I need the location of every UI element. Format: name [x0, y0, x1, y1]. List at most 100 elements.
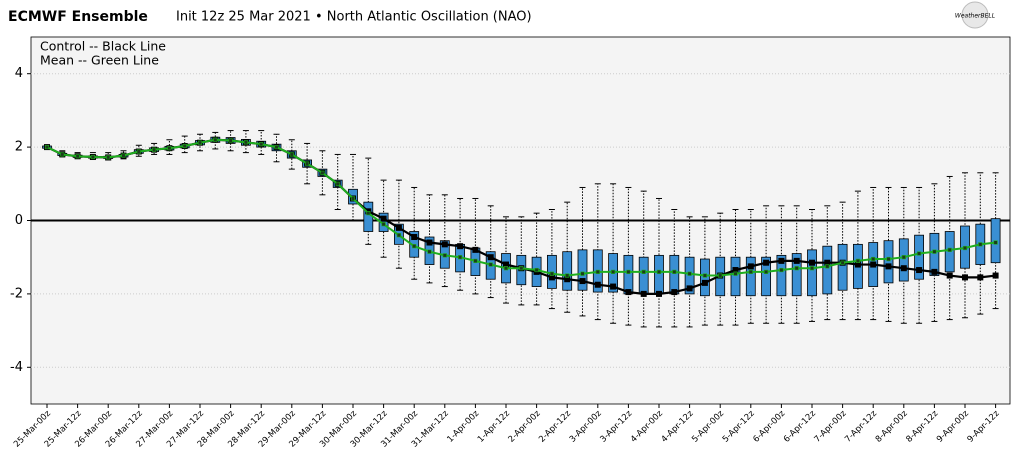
y-tick-label: -2	[10, 286, 23, 301]
series-marker	[564, 276, 571, 283]
series-marker	[228, 138, 233, 143]
series-marker	[44, 145, 50, 150]
series-marker	[992, 272, 999, 279]
series-marker	[825, 264, 830, 269]
series-marker	[886, 256, 891, 262]
series-marker	[350, 196, 356, 201]
series-marker	[932, 249, 937, 254]
box	[898, 238, 909, 282]
box	[776, 254, 787, 297]
series-marker	[748, 269, 753, 274]
series-marker	[60, 152, 65, 157]
series-marker	[962, 274, 968, 281]
series-marker	[320, 170, 325, 175]
series-marker	[274, 145, 279, 150]
series-marker	[182, 143, 187, 149]
series-marker	[534, 267, 539, 273]
series-marker	[701, 279, 708, 286]
series-marker	[809, 259, 815, 266]
series-marker	[641, 269, 646, 274]
series-marker	[579, 278, 586, 285]
series-marker	[778, 257, 785, 264]
series-marker	[687, 271, 692, 276]
series-marker	[931, 268, 938, 275]
box	[638, 256, 649, 295]
series-marker	[794, 266, 799, 271]
series-marker	[503, 261, 509, 268]
legend-label: Control -- Black Line	[40, 39, 166, 54]
series-marker	[900, 265, 907, 272]
series-marker	[962, 245, 968, 251]
series-marker	[152, 147, 157, 152]
series-marker	[885, 263, 892, 270]
y-tick-label: 0	[15, 213, 23, 228]
series-marker	[978, 242, 983, 247]
series-marker	[702, 273, 707, 278]
box	[745, 256, 756, 297]
series-marker	[840, 260, 845, 265]
series-marker	[442, 253, 447, 258]
box	[822, 245, 833, 295]
series-marker	[473, 258, 478, 263]
series-marker	[548, 274, 555, 281]
series-marker	[824, 259, 831, 266]
series-marker	[686, 285, 693, 292]
series-marker	[732, 267, 739, 274]
series-marker	[519, 266, 524, 271]
series-marker	[427, 249, 432, 254]
series-marker	[656, 290, 662, 297]
series-marker	[457, 255, 463, 260]
box	[730, 256, 741, 297]
y-tick-label: -4	[10, 360, 23, 375]
series-marker	[854, 261, 861, 268]
logo-text: WeatherBELL	[955, 13, 995, 20]
series-marker	[90, 154, 95, 160]
series-marker	[75, 154, 80, 159]
box	[929, 232, 940, 276]
series-marker	[610, 283, 617, 290]
series-marker	[916, 267, 923, 274]
series-marker	[870, 261, 877, 268]
series-marker	[136, 149, 141, 154]
series-marker	[946, 272, 953, 279]
series-marker	[304, 161, 310, 166]
box	[577, 249, 588, 291]
legend-label: Mean -- Green Line	[40, 53, 159, 68]
series-marker	[718, 273, 723, 278]
series-marker	[289, 152, 294, 157]
series-marker	[167, 146, 172, 151]
chart-title: ECMWF Ensemble	[8, 9, 148, 25]
series-marker	[901, 255, 906, 260]
x-tick-label: 9-Apr-12z	[966, 408, 1002, 444]
chart-subtitle: Init 12z 25 Mar 2021 • North Atlantic Os…	[176, 10, 532, 25]
series-marker	[381, 222, 386, 227]
series-marker	[106, 155, 111, 160]
box	[761, 256, 771, 297]
series-marker	[487, 254, 494, 261]
series-marker	[763, 269, 769, 274]
series-marker	[977, 274, 984, 281]
series-marker	[395, 224, 402, 231]
series-marker	[396, 233, 402, 238]
series-marker	[594, 281, 601, 288]
y-tick-label: 4	[15, 66, 23, 81]
series-marker	[747, 263, 754, 270]
box	[837, 243, 848, 291]
box	[914, 234, 924, 280]
series-marker	[411, 234, 418, 241]
series-marker	[809, 266, 815, 271]
series-marker	[640, 290, 647, 297]
box	[623, 254, 634, 295]
series-marker	[916, 251, 922, 256]
box	[363, 201, 374, 232]
box	[807, 249, 817, 297]
series-marker	[366, 211, 371, 216]
series-marker	[672, 269, 677, 274]
series-marker	[763, 259, 770, 266]
series-marker	[671, 289, 678, 296]
series-marker	[213, 137, 218, 142]
series-marker	[441, 241, 448, 248]
series-marker	[656, 269, 662, 274]
series-marker	[457, 243, 464, 250]
